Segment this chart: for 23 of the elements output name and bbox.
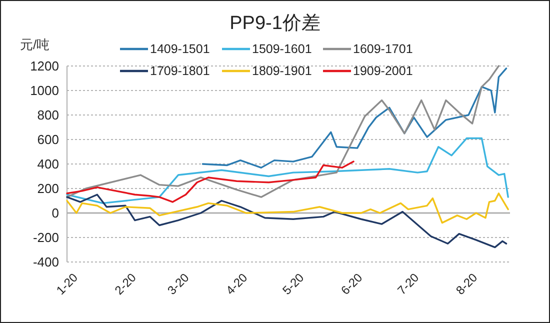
y-tick-label: 600 [37, 132, 59, 147]
y-tick-label: 800 [37, 108, 59, 122]
y-tick-label: 400 [37, 156, 59, 172]
legend-label: 1609-1701 [353, 42, 413, 56]
line-series [66, 194, 508, 248]
y-tick-label: 1200 [30, 58, 59, 74]
x-tick-label: 6-20 [338, 270, 366, 298]
chart-title: PP9-1价差 [230, 13, 320, 34]
y-tick-label: 1000 [30, 83, 59, 98]
x-tick-label: 7-20 [394, 270, 422, 298]
y-tick-label: 0 [52, 206, 59, 220]
legend-label: 1509-1601 [252, 42, 312, 56]
line-series [66, 160, 354, 203]
y-tick-label: -400 [32, 254, 59, 270]
legend-label: 1909-2001 [353, 64, 413, 78]
x-tick-label: 4-20 [223, 270, 250, 298]
y-tick-label: -200 [32, 230, 59, 245]
legend-label: 1709-1801 [150, 64, 210, 78]
legend-label: 1409-1501 [150, 42, 210, 56]
y-axis-title: 元/吨 [20, 37, 50, 52]
line-series [66, 192, 509, 224]
y-tick-label: 200 [37, 181, 59, 196]
legend-label: 1809-1901 [252, 64, 312, 78]
